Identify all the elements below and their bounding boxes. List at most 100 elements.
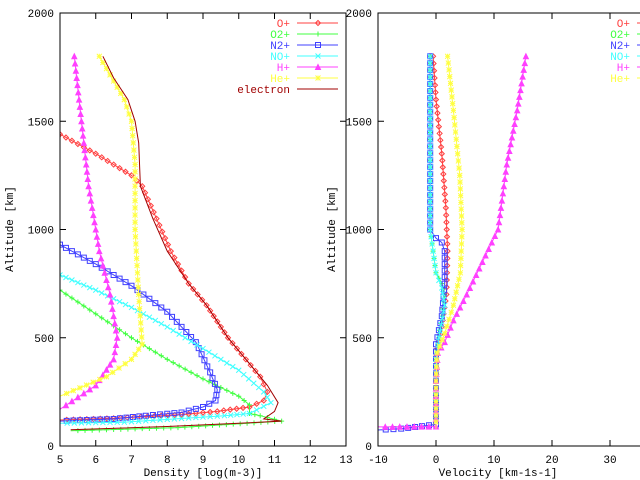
data-point-marker: [268, 399, 274, 406]
data-point-marker: [170, 327, 177, 334]
data-point-marker: [229, 363, 236, 370]
data-point-marker: [134, 262, 140, 269]
data-point-marker: [87, 307, 93, 313]
data-point-marker: [472, 271, 480, 278]
data-point-marker: [84, 175, 92, 182]
data-point-marker: [90, 379, 97, 386]
data-point-marker: [128, 304, 135, 311]
y-tick-label: 1000: [346, 226, 372, 238]
data-point-marker: [482, 251, 489, 259]
data-point-marker: [176, 331, 183, 337]
data-point-marker: [78, 124, 86, 132]
data-point-marker: [74, 88, 82, 96]
data-point-marker: [80, 139, 88, 146]
plot-panel-1: 5 6 7 8 9 10 11 12 13 0 500 1000 1500 2000 Density [lo…: [5, 9, 353, 480]
data-point-marker: [83, 168, 91, 175]
data-point-marker: [212, 352, 218, 359]
data-point-marker: [427, 185, 434, 191]
data-point-marker: [75, 279, 81, 286]
data-point-marker: [459, 226, 465, 233]
data-point-marker: [90, 211, 97, 219]
data-point-marker: [116, 365, 122, 371]
data-point-marker: [418, 423, 425, 430]
data-point-marker: [488, 238, 496, 246]
data-point-marker: [159, 228, 166, 235]
data-point-marker: [70, 52, 78, 60]
legend-label: electron: [237, 85, 290, 97]
data-point-marker: [135, 277, 141, 283]
y-tick-label: 1500: [346, 117, 372, 129]
data-point-marker: [499, 189, 507, 197]
data-point-marker: [227, 412, 234, 419]
data-point-marker: [485, 245, 492, 252]
data-point-marker: [157, 411, 164, 418]
legend-label: N2+: [270, 41, 290, 53]
data-point-marker: [445, 60, 452, 66]
data-point-marker: [206, 400, 213, 407]
data-point-marker: [457, 179, 463, 185]
data-point-marker: [83, 382, 90, 388]
data-point-marker: [131, 147, 137, 153]
data-point-marker: [430, 67, 438, 74]
x-tick-label: 10: [487, 455, 500, 467]
data-point-marker: [441, 184, 448, 191]
data-point-marker: [516, 93, 523, 100]
data-point-marker: [103, 366, 110, 373]
data-point-marker: [450, 107, 457, 114]
data-point-marker: [494, 225, 502, 233]
data-point-marker: [389, 423, 396, 430]
data-point-marker: [427, 198, 434, 205]
x-tick-label: 5: [57, 455, 64, 467]
data-point-marker: [427, 150, 434, 157]
data-point-marker: [446, 73, 453, 80]
data-point-marker: [91, 218, 98, 226]
data-point-marker: [433, 419, 439, 425]
data-point-marker: [433, 364, 440, 370]
data-point-marker: [434, 357, 440, 363]
data-point-marker: [132, 176, 138, 182]
data-point-marker: [129, 335, 134, 341]
data-point-marker: [129, 125, 135, 132]
data-point-marker: [116, 164, 123, 172]
data-point-marker: [427, 74, 434, 80]
data-point-marker: [98, 154, 105, 161]
data-point-marker: [164, 416, 171, 423]
data-point-marker: [458, 241, 465, 247]
data-point-marker: [451, 295, 458, 302]
x-tick-label: 11: [268, 455, 282, 467]
data-point-marker: [157, 417, 163, 423]
data-point-marker: [255, 384, 262, 391]
data-point-marker: [149, 412, 156, 419]
data-point-marker: [128, 282, 135, 289]
series-line: [60, 289, 282, 432]
data-point-marker: [457, 186, 464, 192]
data-point-marker: [433, 378, 439, 384]
data-point-marker: [140, 291, 147, 298]
data-point-marker: [440, 177, 448, 184]
data-point-marker: [86, 257, 93, 264]
data-point-marker: [438, 321, 445, 328]
x-tick-label: 30: [603, 455, 616, 467]
data-point-marker: [513, 106, 521, 114]
series-O-plus: [60, 131, 271, 424]
data-point-marker: [436, 130, 443, 137]
data-point-marker: [123, 331, 129, 337]
data-point-marker: [437, 143, 445, 151]
legend-label: O+: [617, 19, 630, 31]
data-point-marker: [479, 258, 486, 265]
data-point-marker: [134, 269, 141, 276]
data-point-marker: [142, 412, 149, 419]
data-point-marker: [230, 390, 236, 396]
data-point-marker: [438, 239, 445, 246]
data-point-marker: [207, 413, 214, 420]
data-point-marker: [188, 369, 194, 375]
data-point-marker: [433, 391, 439, 398]
data-point-marker: [101, 269, 108, 276]
data-point-marker: [194, 373, 200, 379]
data-point-marker: [132, 233, 139, 240]
data-point-marker: [107, 72, 113, 78]
data-point-marker: [463, 290, 471, 298]
data-point-marker: [60, 241, 63, 248]
data-point-marker: [103, 65, 110, 72]
